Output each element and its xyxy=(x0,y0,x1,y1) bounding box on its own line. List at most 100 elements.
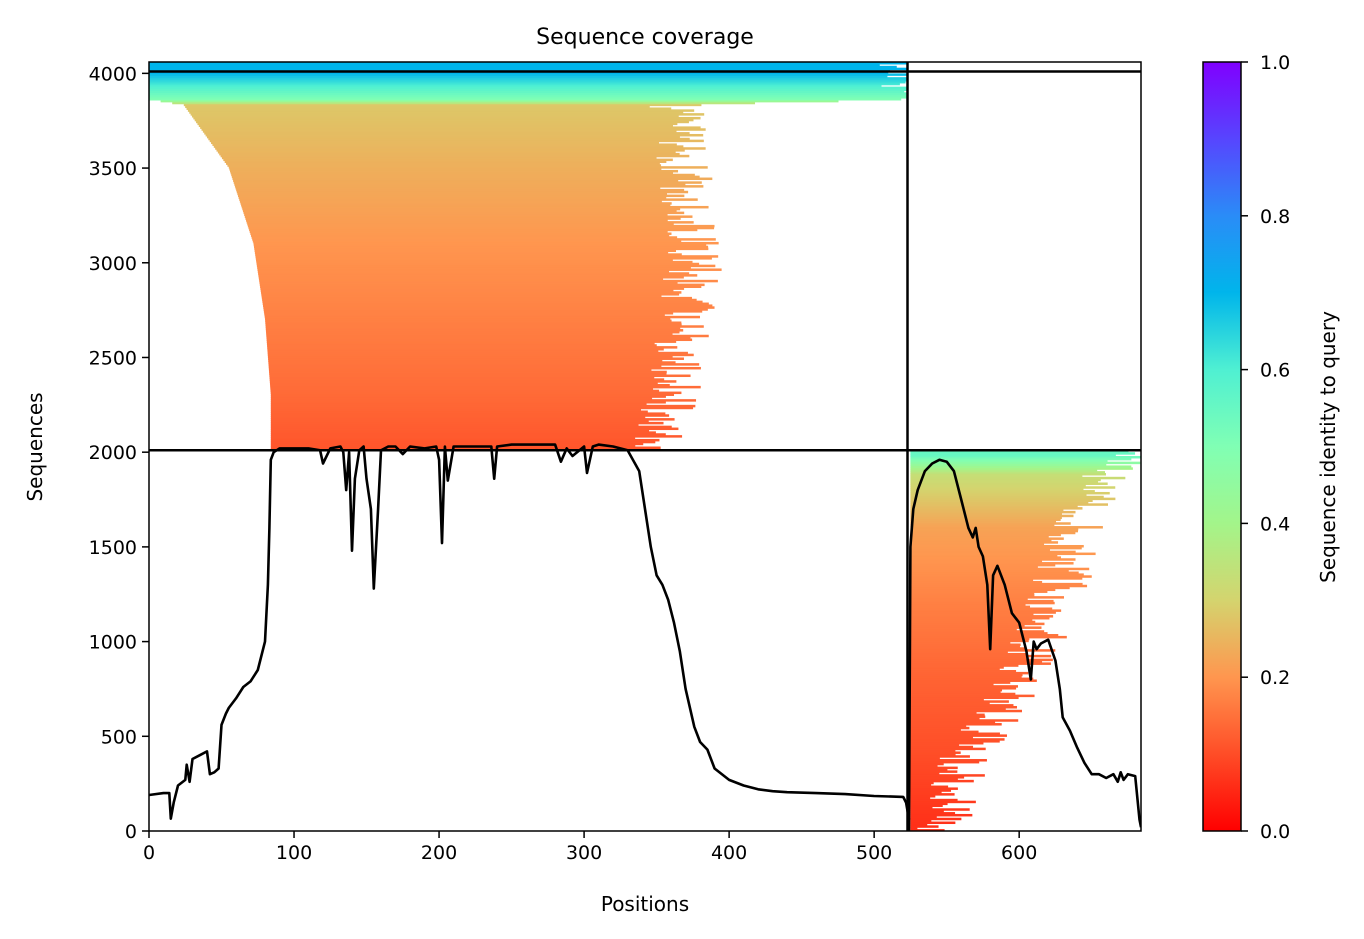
heatmap-row xyxy=(228,166,708,169)
heatmap-row xyxy=(266,336,691,340)
heatmap-row xyxy=(260,287,685,290)
heatmap-row xyxy=(910,560,1043,563)
heatmap-row xyxy=(910,685,1018,688)
heatmap-row xyxy=(910,452,1136,455)
heatmap-row xyxy=(910,829,945,831)
heatmap-row xyxy=(259,281,678,285)
heatmap-row xyxy=(910,774,985,777)
heatmap-row xyxy=(267,351,688,355)
heatmap-row xyxy=(270,401,666,404)
heatmap-row xyxy=(236,188,685,192)
heatmap-row xyxy=(263,306,715,309)
heatmap-row xyxy=(238,194,685,198)
heatmap-row xyxy=(254,245,709,249)
heatmap-row xyxy=(910,467,1133,470)
heatmap-row xyxy=(910,490,1095,493)
heatmap-row xyxy=(244,213,668,217)
x-tick-label: 600 xyxy=(1001,842,1037,864)
heatmap-row xyxy=(262,302,709,306)
heatmap-row xyxy=(910,768,948,771)
heatmap-row xyxy=(910,785,949,789)
heatmap-row xyxy=(259,279,718,283)
heatmap-row xyxy=(269,370,667,374)
heatmap-row xyxy=(910,651,1008,654)
heatmap-row xyxy=(267,349,659,353)
heatmap-row xyxy=(910,749,956,753)
heatmap-row xyxy=(211,141,660,145)
heatmap-row xyxy=(270,410,648,414)
heatmap-row xyxy=(910,465,1132,468)
heatmap-row xyxy=(910,482,1108,485)
heatmap-row xyxy=(910,745,974,749)
heatmap-row xyxy=(910,491,1110,495)
heatmap-row xyxy=(270,391,682,395)
heatmap-row xyxy=(172,101,756,105)
heatmap-row xyxy=(240,202,672,205)
heatmap-row xyxy=(910,671,1029,675)
heatmap-row xyxy=(910,715,986,718)
heatmap-row xyxy=(265,327,681,330)
heatmap-row xyxy=(265,321,682,324)
heatmap-row xyxy=(261,293,680,296)
heatmap-row xyxy=(910,611,1056,614)
heatmap-row xyxy=(270,397,653,400)
heatmap-row xyxy=(266,332,673,336)
heatmap-row xyxy=(260,291,682,294)
heatmap-row xyxy=(248,226,715,230)
heatmap-row xyxy=(149,77,908,80)
heatmap-row xyxy=(910,764,938,768)
heatmap-row xyxy=(263,308,708,311)
heatmap-row xyxy=(910,643,1021,646)
heatmap-row xyxy=(910,726,970,730)
heatmap-row xyxy=(910,762,944,766)
heatmap-row xyxy=(270,402,647,406)
heatmap-row xyxy=(270,387,654,391)
heatmap-row xyxy=(253,241,719,245)
heatmap-row xyxy=(910,531,1076,535)
x-tick-label: 100 xyxy=(276,842,312,864)
heatmap-row xyxy=(201,128,706,131)
heatmap-row xyxy=(910,772,940,775)
heatmap-row xyxy=(910,620,1036,624)
heatmap-row xyxy=(910,728,961,732)
heatmap-row xyxy=(910,526,1103,529)
heatmap-row xyxy=(910,601,1055,605)
heatmap-row xyxy=(247,222,674,226)
heatmap-row xyxy=(910,495,1104,499)
heatmap-row xyxy=(910,624,1025,628)
heatmap-row xyxy=(270,431,656,434)
heatmap-row xyxy=(268,368,652,372)
colorbar-bar xyxy=(1202,61,1242,832)
heatmap-row xyxy=(910,645,1020,648)
heatmap-row xyxy=(266,334,709,338)
heatmap-row xyxy=(910,723,1002,726)
heatmap-row xyxy=(910,766,958,770)
heatmap-block-paired xyxy=(149,62,908,451)
heatmap-row xyxy=(910,791,942,794)
heatmap-row xyxy=(910,779,974,783)
heatmap-row xyxy=(256,262,700,266)
heatmap-row xyxy=(244,215,693,218)
heatmap-row xyxy=(257,266,691,270)
heatmap-row xyxy=(910,815,937,819)
heatmap-row xyxy=(910,522,1071,525)
heatmap-row xyxy=(910,738,1005,741)
x-tick-label: 300 xyxy=(566,842,602,864)
heatmap-row xyxy=(204,132,690,135)
heatmap-row xyxy=(238,196,667,199)
heatmap-row xyxy=(910,709,1022,713)
heatmap-row xyxy=(910,649,1056,652)
heatmap-row xyxy=(910,690,1001,694)
heatmap-row xyxy=(910,683,994,686)
heatmap-row xyxy=(910,687,1017,690)
heatmap-row xyxy=(910,694,1035,698)
heatmap-row xyxy=(243,211,685,215)
heatmap-row xyxy=(149,75,888,78)
heatmap-row xyxy=(910,776,965,779)
heatmap-row xyxy=(910,740,1000,743)
y-tick-label: 1500 xyxy=(89,537,137,559)
heatmap-row xyxy=(910,743,960,747)
heatmap-row xyxy=(267,355,673,359)
heatmap-row xyxy=(256,264,716,268)
heatmap-row xyxy=(910,509,1064,512)
